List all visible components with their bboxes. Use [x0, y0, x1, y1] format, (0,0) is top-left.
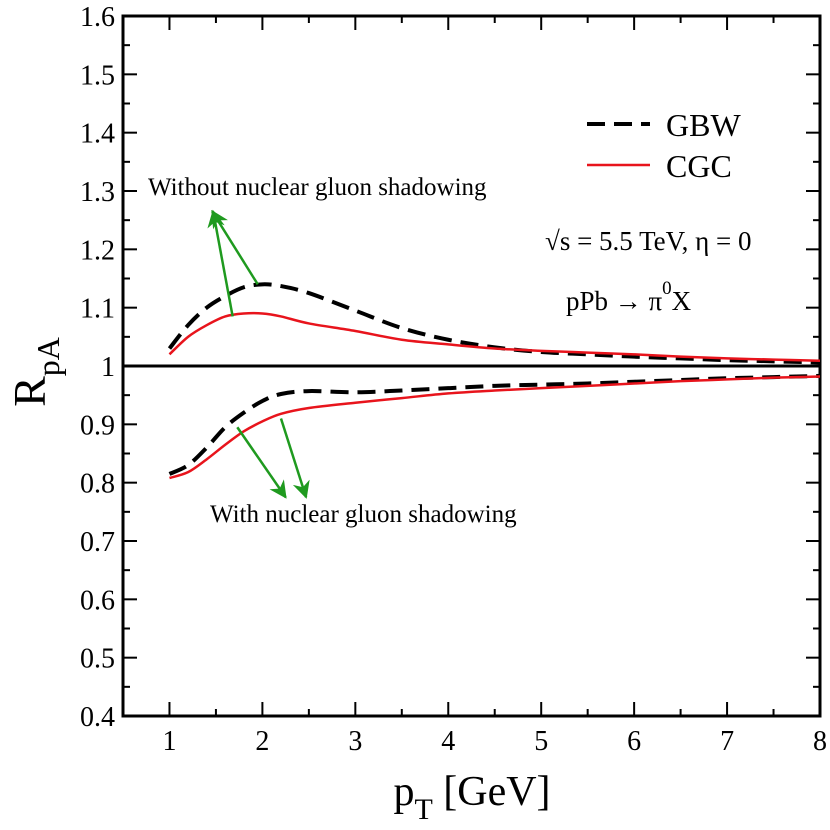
- y-axis-label: RpA: [4, 337, 66, 407]
- series-layer: [167, 282, 821, 480]
- arrow-with-2: [236, 426, 287, 499]
- x-tick-label: 1: [162, 726, 176, 757]
- x-tick-label: 3: [348, 726, 362, 757]
- x-tick-label: 2: [255, 726, 269, 757]
- legend-label-cgc: CGC: [666, 148, 732, 184]
- annotation-with-shadowing: With nuclear gluon shadowing: [210, 501, 517, 528]
- arrow-with-3: [279, 418, 310, 499]
- y-tick-label: 1.5: [80, 60, 115, 91]
- x-tick-label: 6: [627, 726, 641, 757]
- y-tick-label: 1.6: [80, 2, 115, 33]
- annotation-energy: √s = 5.5 TeV, η = 0: [545, 226, 752, 256]
- y-tick-label: 0.6: [80, 585, 115, 616]
- series-gbw-without-shadowing: [167, 282, 821, 365]
- x-tick-label: 8: [813, 726, 827, 757]
- y-tick-label: 1: [101, 352, 115, 383]
- series-gbw-with-shadowing: [168, 373, 821, 476]
- legend: GBW CGC: [587, 107, 741, 184]
- x-axis-label: pT [GeV]: [393, 769, 550, 826]
- annotation-without-shadowing: Without nuclear gluon shadowing: [148, 174, 487, 201]
- y-tick-label: 0.4: [80, 702, 115, 733]
- y-tick-label: 0.7: [80, 527, 115, 558]
- y-tick-label: 0.5: [80, 644, 115, 675]
- axis-ticks: [123, 15, 821, 717]
- x-tick-label: 7: [720, 726, 734, 757]
- annotation-arrows: [207, 209, 310, 499]
- y-tick-label: 1.4: [80, 119, 115, 150]
- x-axis-label-subscript: T: [414, 793, 432, 826]
- legend-label-gbw: GBW: [666, 107, 741, 143]
- x-tick-label: 5: [534, 726, 548, 757]
- y-tick-label: 0.8: [80, 469, 115, 500]
- axis-tick-labels: 1 2 3 4 5 6 7 8 0.4 0.5 0.6 0.7 0.8 0.9 1 1.1 1.2 1.3 1.4 1…: [80, 2, 827, 757]
- series-cgc-with-shadowing: [169, 375, 821, 480]
- series-cgc-without-shadowing: [168, 311, 821, 362]
- y-axis-label-subscript: pA: [30, 337, 66, 376]
- y-tick-label: 1.2: [80, 235, 115, 266]
- y-tick-label: 1.1: [80, 294, 115, 325]
- x-tick-label: 4: [441, 726, 455, 757]
- arrow-without-1: [207, 209, 234, 317]
- y-tick-label: 0.9: [80, 410, 115, 441]
- y-tick-label: 1.3: [80, 177, 115, 208]
- annotation-process: pPb → π0X: [566, 278, 692, 316]
